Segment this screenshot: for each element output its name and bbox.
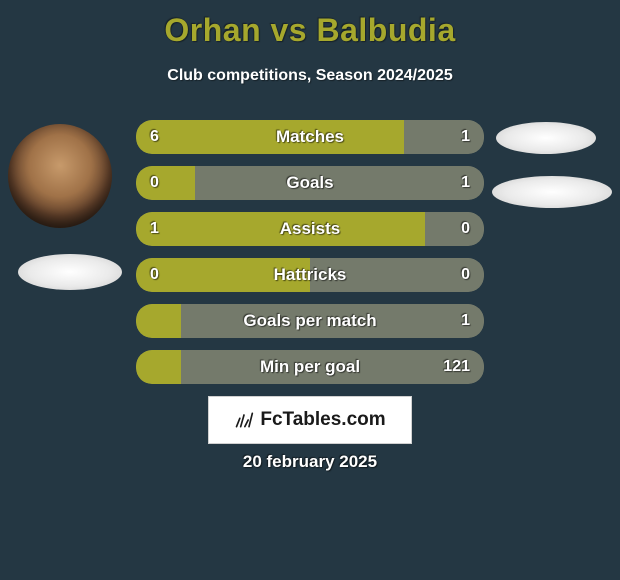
page-title: Orhan vs Balbudia (0, 0, 620, 49)
player-right-club-badge-1 (496, 122, 596, 154)
bar-left-fill (136, 166, 195, 200)
bar-right-fill (310, 258, 484, 292)
player-left-club-badge (18, 254, 122, 290)
bar-right-fill (181, 350, 484, 384)
bar-row: 1Goals per match (136, 304, 484, 338)
bar-value-right: 121 (443, 350, 470, 384)
bar-row: 00Hattricks (136, 258, 484, 292)
bar-left-fill (136, 350, 181, 384)
subtitle: Club competitions, Season 2024/2025 (0, 67, 620, 85)
bar-left-fill (136, 258, 310, 292)
bar-left-fill (136, 212, 425, 246)
bar-right-fill (404, 120, 484, 154)
source-logo: FcTables.com (208, 396, 412, 444)
bar-right-fill (195, 166, 484, 200)
bar-value-right: 1 (461, 304, 470, 338)
fctables-icon (234, 410, 254, 430)
bar-value-left: 6 (150, 120, 159, 154)
bar-value-right: 1 (461, 120, 470, 154)
bar-row: 61Matches (136, 120, 484, 154)
player-right-club-badge-2 (492, 176, 612, 208)
bar-value-right: 1 (461, 166, 470, 200)
bar-left-fill (136, 304, 181, 338)
bar-value-left: 1 (150, 212, 159, 246)
player-left-avatar (8, 124, 112, 228)
source-logo-text: FcTables.com (260, 409, 385, 431)
bar-row: 121Min per goal (136, 350, 484, 384)
bar-row: 01Goals (136, 166, 484, 200)
bar-left-fill (136, 120, 404, 154)
comparison-bars: 61Matches01Goals10Assists00Hattricks1Goa… (136, 120, 484, 396)
bar-row: 10Assists (136, 212, 484, 246)
bar-value-right: 0 (461, 212, 470, 246)
bar-right-fill (181, 304, 484, 338)
bar-value-right: 0 (461, 258, 470, 292)
bar-value-left: 0 (150, 258, 159, 292)
bar-right-fill (425, 212, 484, 246)
bar-value-left: 0 (150, 166, 159, 200)
date-text: 20 february 2025 (0, 452, 620, 472)
